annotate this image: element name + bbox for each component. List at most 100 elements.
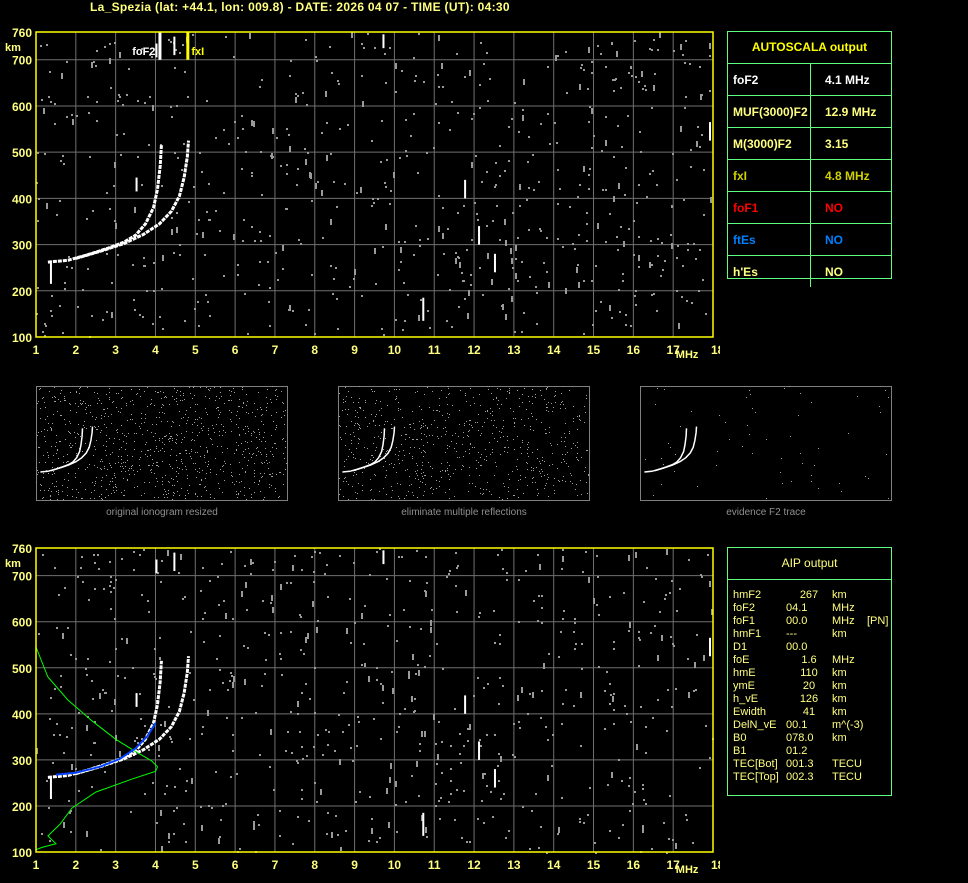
noise-echo: [266, 397, 267, 398]
noise-echo: [50, 499, 51, 500]
noise-echo: [242, 128, 244, 130]
noise-echo: [128, 433, 129, 434]
noise-echo: [411, 775, 413, 777]
noise-echo: [137, 393, 138, 394]
autoscala-value: 4.8 MHz: [825, 168, 870, 183]
noise-echo: [290, 582, 292, 584]
noise-echo: [121, 447, 122, 448]
noise-echo: [101, 486, 102, 487]
x-tick-label: 6: [232, 858, 239, 872]
noise-echo: [562, 703, 564, 705]
noise-echo: [286, 463, 287, 464]
noise-echo: [249, 33, 251, 39]
noise-echo: [111, 423, 112, 424]
noise-echo: [148, 144, 150, 146]
noise-echo: [168, 39, 170, 41]
noise-echo: [131, 468, 132, 469]
noise-echo: [697, 126, 699, 128]
noise-echo: [557, 444, 558, 445]
noise-echo: [354, 472, 355, 473]
noise-echo: [469, 467, 470, 468]
noise-echo: [645, 89, 647, 91]
noise-echo: [470, 420, 471, 421]
aip-value: 00.1: [786, 719, 808, 731]
noise-echo: [535, 482, 536, 483]
noise-echo: [540, 463, 541, 464]
noise-echo: [848, 433, 849, 434]
noise-echo: [490, 408, 491, 409]
aip-value: 04.1: [786, 602, 808, 614]
noise-echo: [85, 469, 86, 470]
noise-echo: [176, 212, 178, 214]
noise-echo: [486, 489, 487, 490]
noise-echo: [640, 706, 642, 708]
noise-echo: [373, 457, 374, 458]
noise-echo: [563, 459, 564, 460]
noise-echo: [247, 426, 248, 427]
noise-echo: [59, 441, 60, 442]
noise-echo: [87, 96, 89, 98]
noise-echo: [413, 495, 414, 496]
noise-echo: [546, 237, 548, 239]
noise-echo: [68, 480, 69, 481]
noise-echo: [589, 168, 591, 170]
noise-echo: [56, 627, 58, 629]
noise-echo: [595, 265, 597, 267]
y-tick-label: 760: [12, 26, 32, 40]
noise-echo: [54, 396, 55, 397]
noise-echo: [185, 841, 187, 843]
noise-echo: [340, 847, 342, 849]
noise-echo: [639, 639, 641, 641]
noise-echo: [445, 471, 446, 472]
noise-echo: [418, 670, 420, 676]
noise-echo: [682, 265, 684, 267]
noise-echo: [458, 257, 460, 259]
noise-echo: [343, 399, 344, 400]
noise-echo: [222, 452, 223, 453]
noise-echo: [373, 443, 374, 444]
echo-spike: [173, 552, 176, 572]
noise-echo: [159, 438, 160, 439]
noise-echo: [547, 66, 549, 68]
noise-echo: [50, 101, 52, 103]
aip-extra: [PN]: [867, 615, 889, 627]
noise-echo: [422, 482, 423, 483]
noise-echo: [361, 75, 363, 77]
noise-echo: [431, 476, 432, 477]
noise-echo: [634, 40, 636, 42]
noise-echo: [184, 399, 185, 400]
noise-echo: [409, 580, 411, 582]
noise-echo: [137, 100, 139, 102]
noise-echo: [393, 467, 394, 468]
noise-echo: [234, 121, 236, 123]
noise-echo: [552, 411, 553, 412]
noise-echo: [266, 410, 267, 411]
noise-echo: [336, 206, 338, 208]
noise-echo: [193, 186, 195, 188]
noise-echo: [673, 50, 675, 52]
noise-echo: [371, 205, 373, 207]
noise-echo: [265, 448, 266, 449]
noise-echo: [44, 490, 45, 491]
noise-echo: [459, 424, 460, 425]
noise-echo: [243, 402, 244, 403]
noise-echo: [474, 202, 476, 204]
noise-echo: [415, 673, 417, 675]
noise-echo: [110, 608, 112, 610]
noise-echo: [110, 576, 112, 578]
noise-echo: [215, 771, 217, 773]
noise-echo: [208, 434, 209, 435]
noise-echo: [419, 487, 420, 488]
y-tick-label: 600: [12, 616, 32, 630]
noise-echo: [148, 611, 150, 613]
noise-echo: [110, 481, 111, 482]
aip-unit: km: [832, 680, 847, 692]
noise-echo: [419, 245, 421, 247]
noise-echo: [499, 239, 501, 241]
noise-echo: [512, 212, 514, 214]
noise-echo: [514, 756, 516, 758]
noise-echo: [472, 483, 473, 484]
noise-echo: [161, 421, 162, 422]
autoscala-label: foF1: [728, 192, 811, 223]
noise-echo: [649, 48, 651, 50]
